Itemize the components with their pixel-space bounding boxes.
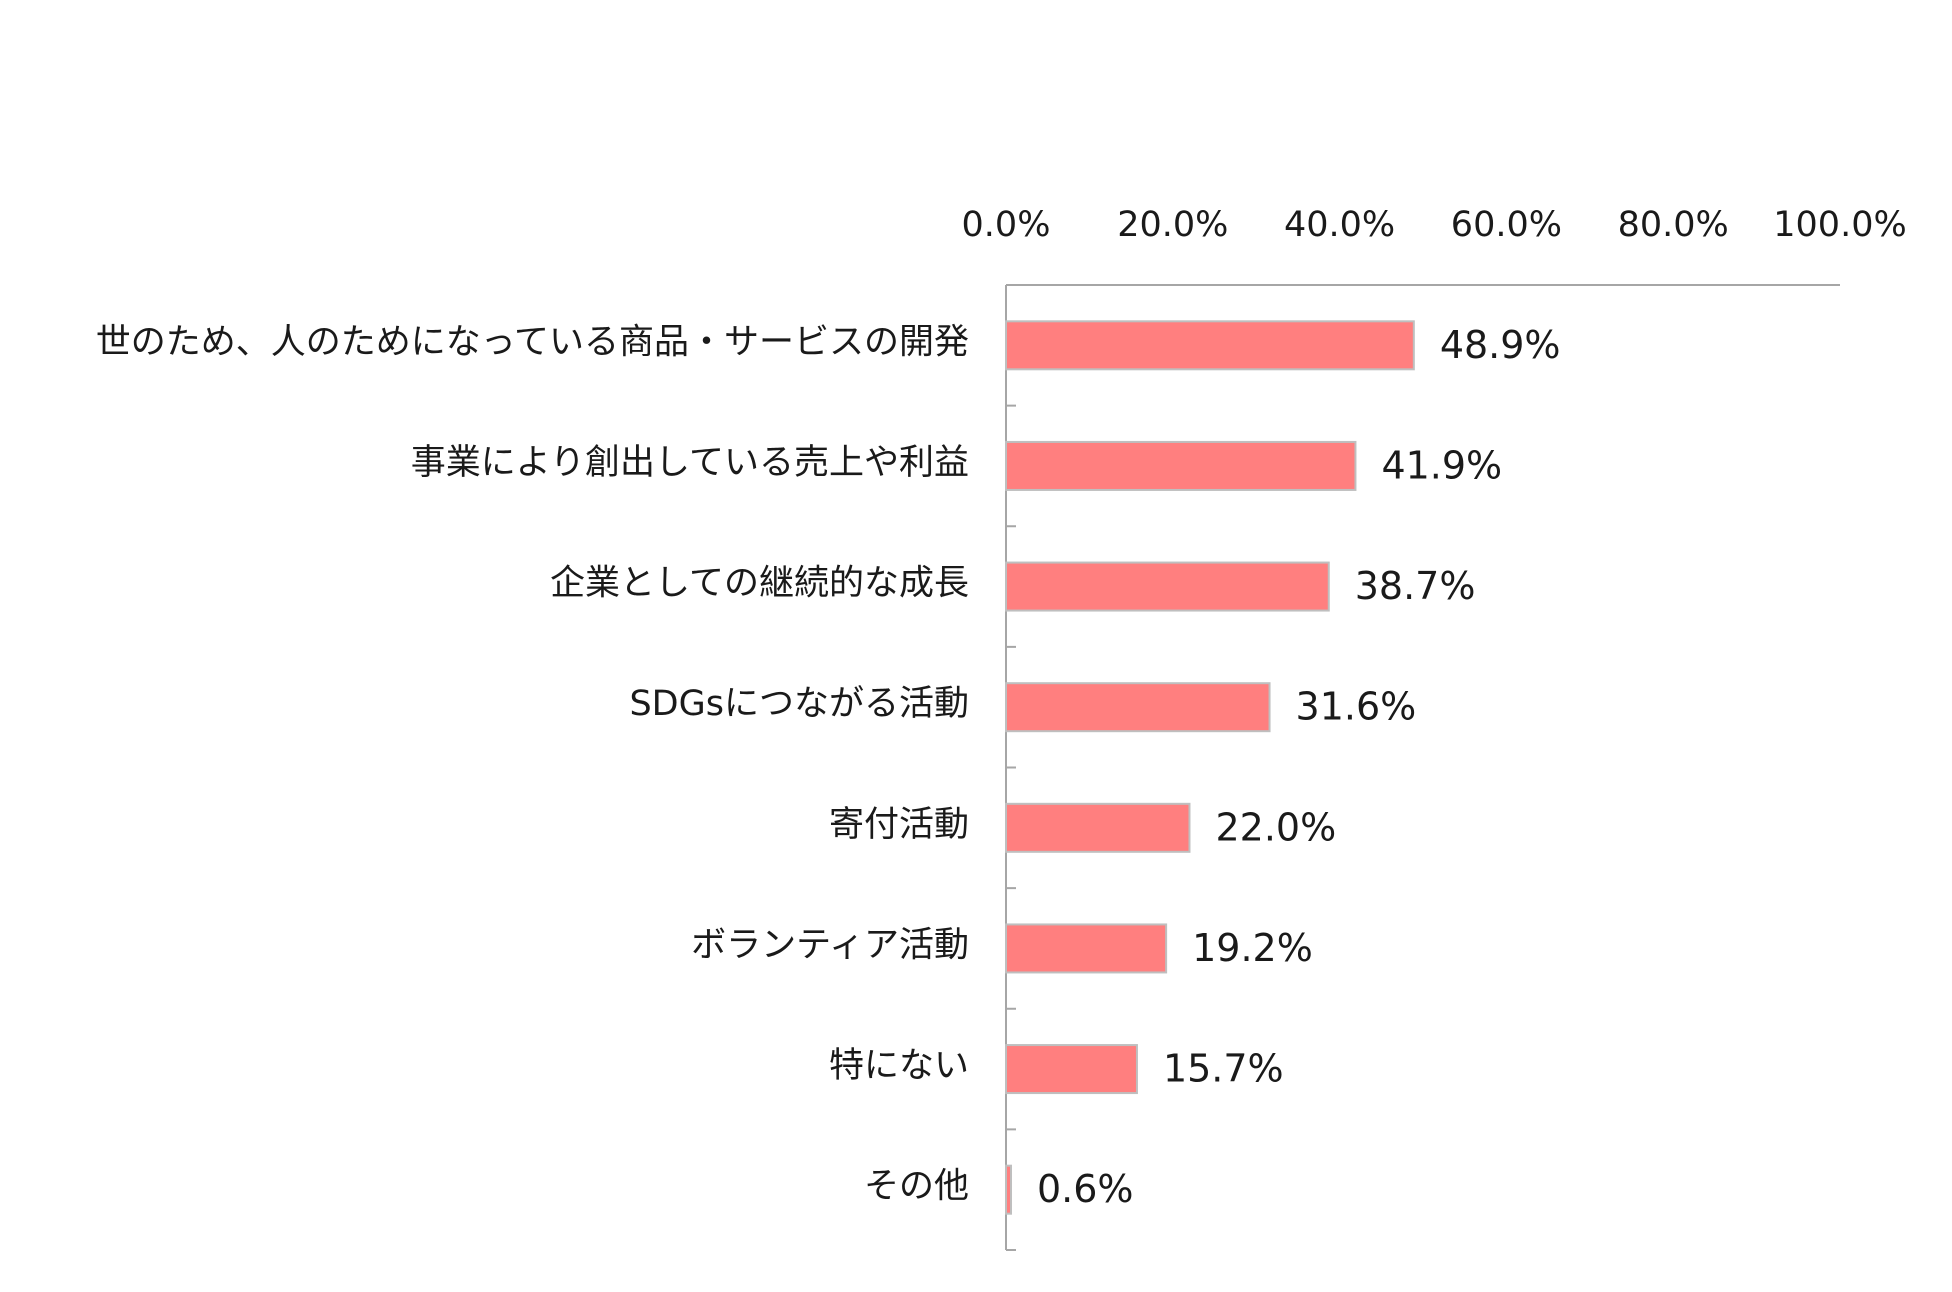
- bar: [1005, 1044, 1138, 1095]
- x-tick-label: 60.0%: [1451, 205, 1562, 245]
- bar: [1005, 1164, 1013, 1215]
- value-label: 22.0%: [1215, 805, 1336, 849]
- category-label: 特にない: [829, 1046, 969, 1086]
- bar: [1005, 320, 1415, 371]
- category-label: 事業により創出している売上や利益: [411, 443, 969, 483]
- value-label: 0.6%: [1037, 1167, 1134, 1211]
- category-label: 企業としての継続的な成長: [550, 564, 969, 604]
- bar: [1005, 682, 1271, 733]
- bar: [1005, 923, 1168, 974]
- value-label: 41.9%: [1381, 443, 1502, 487]
- x-tick-label: 100.0%: [1773, 205, 1906, 245]
- category-label: 寄付活動: [829, 805, 969, 845]
- category-label: その他: [864, 1167, 969, 1207]
- category-label: 世のため、人のためになっている商品・サービスの開発: [96, 322, 969, 362]
- value-label: 19.2%: [1192, 926, 1313, 970]
- bar: [1005, 440, 1357, 491]
- bar: [1005, 561, 1330, 612]
- bar: [1005, 802, 1191, 853]
- category-label: SDGsにつながる活動: [629, 684, 969, 724]
- category-label: ボランティア活動: [691, 925, 969, 965]
- value-label: 31.6%: [1296, 685, 1417, 729]
- x-tick-label: 0.0%: [962, 205, 1051, 245]
- value-label: 38.7%: [1355, 564, 1476, 608]
- x-tick-label: 40.0%: [1284, 205, 1395, 245]
- value-label: 48.9%: [1440, 323, 1561, 367]
- value-label: 15.7%: [1163, 1047, 1284, 1091]
- x-tick-label: 80.0%: [1618, 205, 1729, 245]
- x-tick-label: 20.0%: [1117, 205, 1228, 245]
